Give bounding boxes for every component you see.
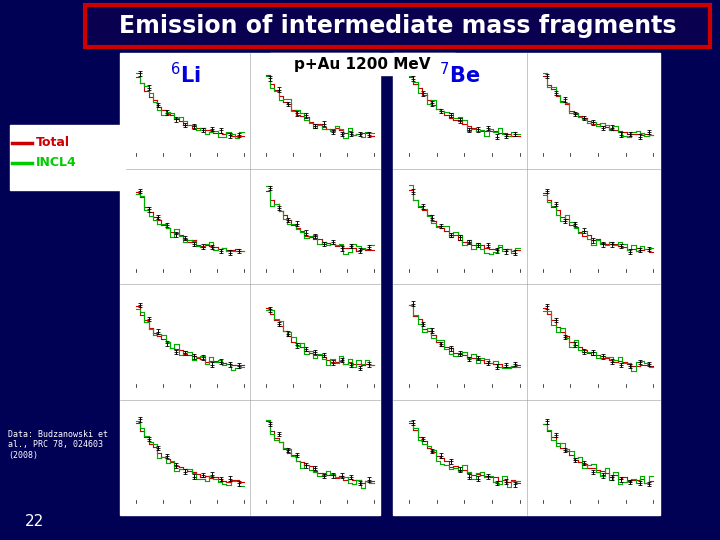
Text: INCL4: INCL4 [36, 157, 77, 170]
FancyBboxPatch shape [85, 5, 710, 47]
Bar [120, 53, 380, 515]
Bar [10, 125, 125, 190]
Text: Data: Budzanowski et
al., PRC 78, 024603
(2008): Data: Budzanowski et al., PRC 78, 024603… [8, 430, 108, 460]
Text: p+Au 1200 MeV: p+Au 1200 MeV [294, 57, 431, 71]
Text: $^7$Be: $^7$Be [439, 63, 480, 87]
Text: 22: 22 [25, 515, 45, 530]
Text: $^6$Li: $^6$Li [170, 63, 200, 87]
Bar [393, 53, 660, 515]
Text: Emission of intermediate mass fragments: Emission of intermediate mass fragments [119, 14, 676, 38]
Text: Total: Total [36, 137, 70, 150]
Bar [270, 53, 455, 75]
